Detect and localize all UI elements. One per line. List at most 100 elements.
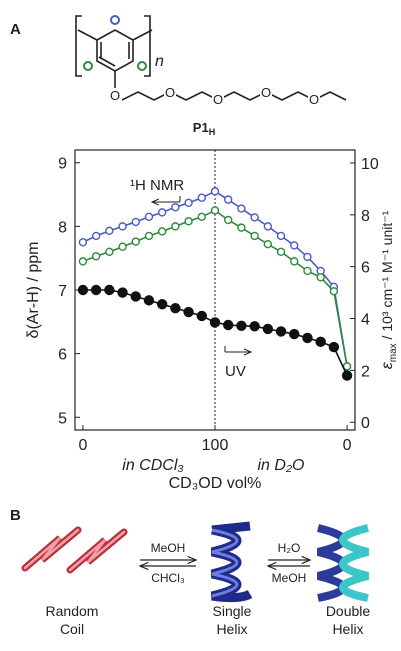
y2-tick-label: 4 [361,312,370,329]
annotation: ¹H NMR [130,177,184,194]
equilibrium-arrows [140,560,310,566]
double-helix [317,524,369,602]
data-point [290,257,299,266]
panel-label: B [10,507,21,524]
y-tick-label: 7 [58,283,67,300]
data-point [329,287,339,296]
annotation: UV [225,363,246,380]
data-point [303,252,312,262]
state-label: Helix [332,621,363,637]
data-point [263,239,273,249]
data-point [156,299,168,310]
data-point [275,326,287,337]
data-point [210,187,220,196]
data-point [224,215,233,225]
data-point [250,231,259,241]
panel-label: A [10,21,21,38]
repeat-unit: n [155,53,164,70]
y-tick-label: 6 [58,347,67,364]
y2-tick-label: 2 [361,363,370,380]
data-point [316,273,325,282]
data-point [303,266,312,276]
data-point [289,328,300,340]
data-point [104,284,115,296]
data-point [223,319,234,331]
y2-tick-label: 6 [361,260,370,277]
data-point [78,257,88,266]
atom: O [165,85,175,100]
y2-tick-label: 8 [361,208,370,225]
reagent: CHCl₃ [151,571,185,585]
data-point [131,217,140,227]
data-point [77,284,89,296]
proton-marker [83,61,93,71]
y-tick-label: 9 [58,156,67,173]
data-point [105,247,114,257]
x-segment-label: in CDCl₃ [122,457,183,474]
data-point [118,242,127,251]
data-point [224,195,233,204]
state-label: Double [326,603,371,619]
data-point [157,208,167,217]
data-point [262,323,274,335]
data-point [237,223,246,232]
y-tick-label: 5 [58,410,67,427]
x-tick-label: 0 [78,437,87,454]
atom: O [309,92,319,107]
data-point [249,321,260,332]
data-point [341,370,353,381]
data-point [118,222,127,231]
state-label: Random [46,603,99,619]
proton-marker [110,15,120,25]
atom: O [110,88,120,103]
random-coil [21,526,128,574]
data-point [171,222,180,231]
atom: O [213,92,223,107]
data-point [237,204,246,213]
reagent: H₂O [278,541,301,555]
state-label: Helix [216,621,247,637]
label-part: / 10³ cm⁻¹ M⁻¹ unit⁻¹ [379,210,395,343]
x-segment-label: in D₂O [258,457,305,474]
data-point [143,295,155,306]
data-point [276,247,286,257]
data-point [183,306,194,318]
state-label: Single [213,603,252,619]
single-helix [210,521,253,603]
label-part: ε [379,361,396,369]
data-point [171,203,180,212]
state-label: Coil [60,621,84,637]
data-point [157,227,167,236]
data-point [197,193,206,202]
data-point [290,241,299,250]
data-point [184,198,193,208]
x-tick-label: 100 [202,437,229,454]
data-point [210,206,220,215]
data-point [196,310,207,322]
data-point [131,237,140,246]
reagent: MeOH [272,571,307,585]
compound-name: P1H [193,120,215,137]
data-point [209,317,221,328]
data-point [170,302,181,314]
y2-tick-label: 0 [361,415,370,432]
data-point [250,213,259,222]
data-point [90,284,102,296]
reagent: MeOH [151,541,186,555]
data-point [78,238,88,247]
data-point [91,231,101,241]
data-point [144,231,154,241]
label-part: max [388,343,399,362]
atom: O [261,85,271,100]
data-point [105,226,114,236]
y-axis-label: δ(Ar-H) / ppm [25,242,42,339]
data-point [117,287,128,298]
data-point [197,212,206,222]
x-axis-label: CD₃OD vol% [169,475,262,492]
y2-tick-label: 10 [361,156,379,173]
y-tick-label: 8 [58,219,67,236]
data-point [91,252,101,261]
data-point [263,222,273,231]
